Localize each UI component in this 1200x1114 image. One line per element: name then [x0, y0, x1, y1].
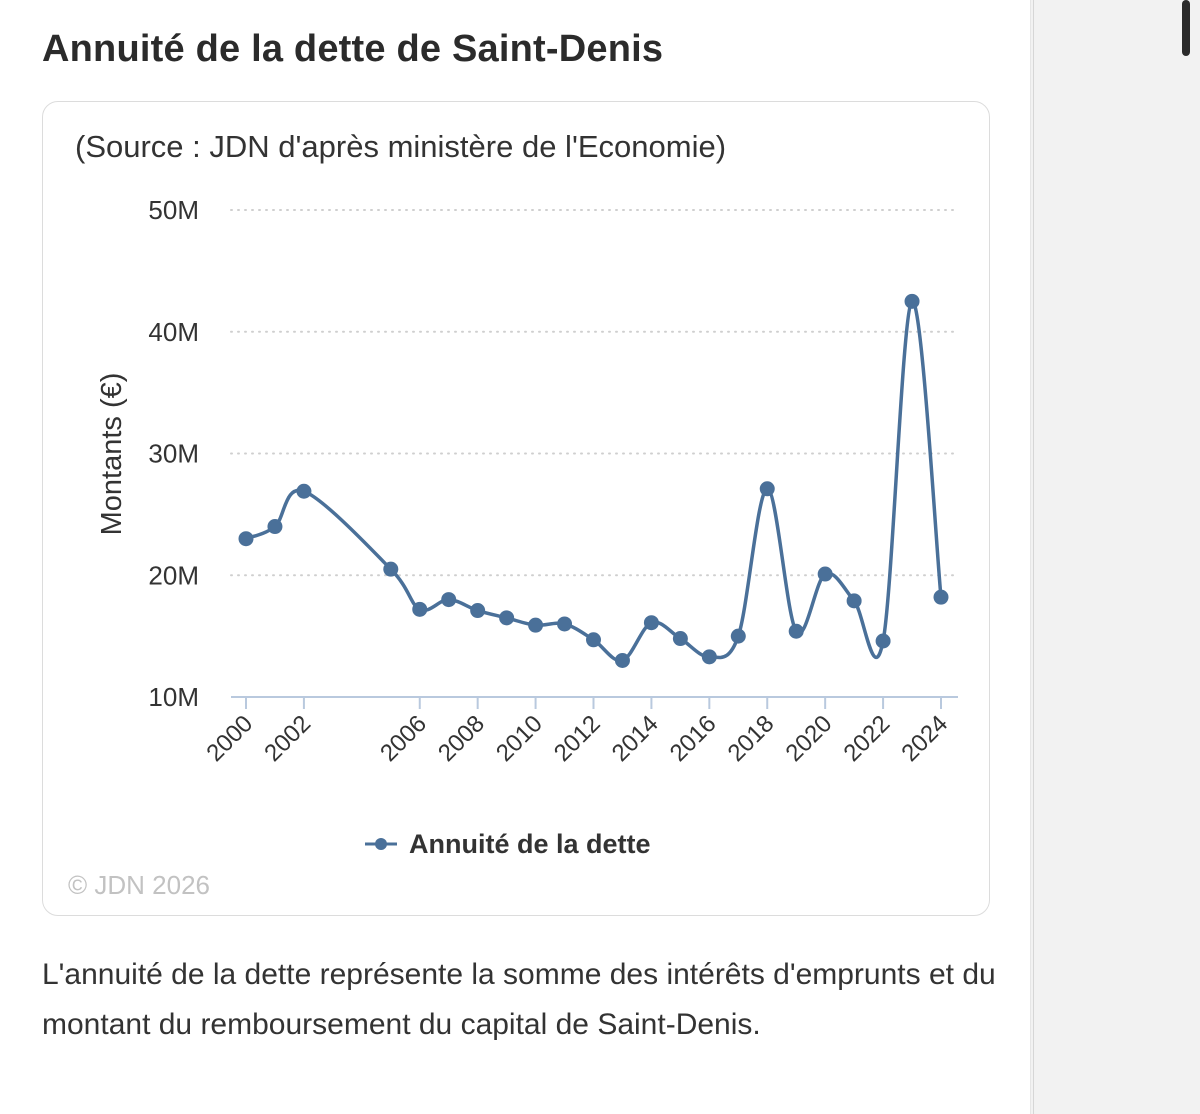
x-tick-label: 2008	[433, 710, 490, 767]
data-point[interactable]	[730, 628, 746, 644]
x-tick-label: 2010	[491, 710, 548, 767]
chart-credit: © JDN 2026	[68, 870, 210, 900]
data-point[interactable]	[586, 632, 601, 648]
data-point[interactable]	[383, 561, 399, 577]
series-line	[245, 299, 943, 663]
data-point[interactable]	[441, 592, 457, 608]
x-tick-label: 2020	[781, 710, 838, 767]
legend-label: Annuité de la dette	[409, 829, 651, 859]
page-edge-divider	[1033, 0, 1034, 1114]
x-tick-label: 2022	[838, 710, 895, 767]
series-points-group	[238, 293, 949, 668]
data-point[interactable]	[788, 623, 804, 639]
y-axis-label: Montants (€)	[96, 373, 128, 536]
data-point[interactable]	[238, 531, 254, 547]
y-tick-label: 40M	[148, 317, 199, 347]
data-point[interactable]	[614, 652, 630, 668]
y-tick-label: 50M	[148, 195, 199, 225]
side-panel	[1030, 0, 1200, 1114]
data-point[interactable]	[643, 615, 659, 631]
data-point[interactable]	[875, 633, 891, 649]
chart-source: (Source : JDN d'après ministère de l'Eco…	[75, 129, 726, 164]
x-tick-label: 2006	[375, 710, 432, 767]
legend-dot-marker	[375, 838, 387, 850]
x-tick-label: 2012	[549, 710, 606, 767]
data-point[interactable]	[846, 593, 862, 609]
data-point[interactable]	[701, 649, 717, 665]
data-point[interactable]	[904, 293, 920, 309]
data-point[interactable]	[499, 610, 515, 626]
data-point[interactable]	[759, 481, 775, 497]
x-tick-label: 2016	[665, 710, 722, 767]
y-tick-label: 30M	[148, 439, 199, 469]
x-tick-label: 2002	[259, 710, 316, 767]
description-paragraph: L'annuité de la dette représente la somm…	[42, 958, 996, 1041]
x-tick-label: 2014	[607, 710, 664, 767]
y-grid	[230, 209, 959, 577]
scrollbar-thumb[interactable]	[1182, 0, 1190, 56]
data-point[interactable]	[817, 566, 833, 582]
x-axis	[231, 696, 958, 709]
chart-card: (Source : JDN d'après ministère de l'Eco…	[42, 101, 990, 916]
series-line-group	[245, 299, 943, 663]
chart-svg: (Source : JDN d'après ministère de l'Eco…	[68, 129, 959, 900]
data-point[interactable]	[933, 589, 949, 605]
x-tick-label: 2000	[201, 710, 258, 767]
y-tick-labels: 10M 20M 30M 40M 50M	[148, 195, 199, 712]
data-point[interactable]	[470, 603, 486, 619]
x-tick-labels: 2000 2002 2006 2008 2010 2012 2014 2016 2018 2020…	[201, 710, 953, 767]
page-title: Annuité de la dette de Saint-Denis	[42, 28, 664, 70]
data-point[interactable]	[267, 519, 283, 535]
y-tick-label: 20M	[148, 560, 199, 590]
data-point[interactable]	[296, 483, 312, 499]
data-point[interactable]	[412, 601, 428, 617]
legend[interactable]: Annuité de la dette	[365, 829, 651, 859]
y-tick-label: 10M	[148, 682, 199, 712]
data-point[interactable]	[557, 616, 573, 632]
data-point[interactable]	[528, 617, 544, 633]
x-tick-label: 2024	[896, 710, 953, 767]
data-point[interactable]	[672, 631, 688, 647]
x-tick-label: 2018	[723, 710, 780, 767]
